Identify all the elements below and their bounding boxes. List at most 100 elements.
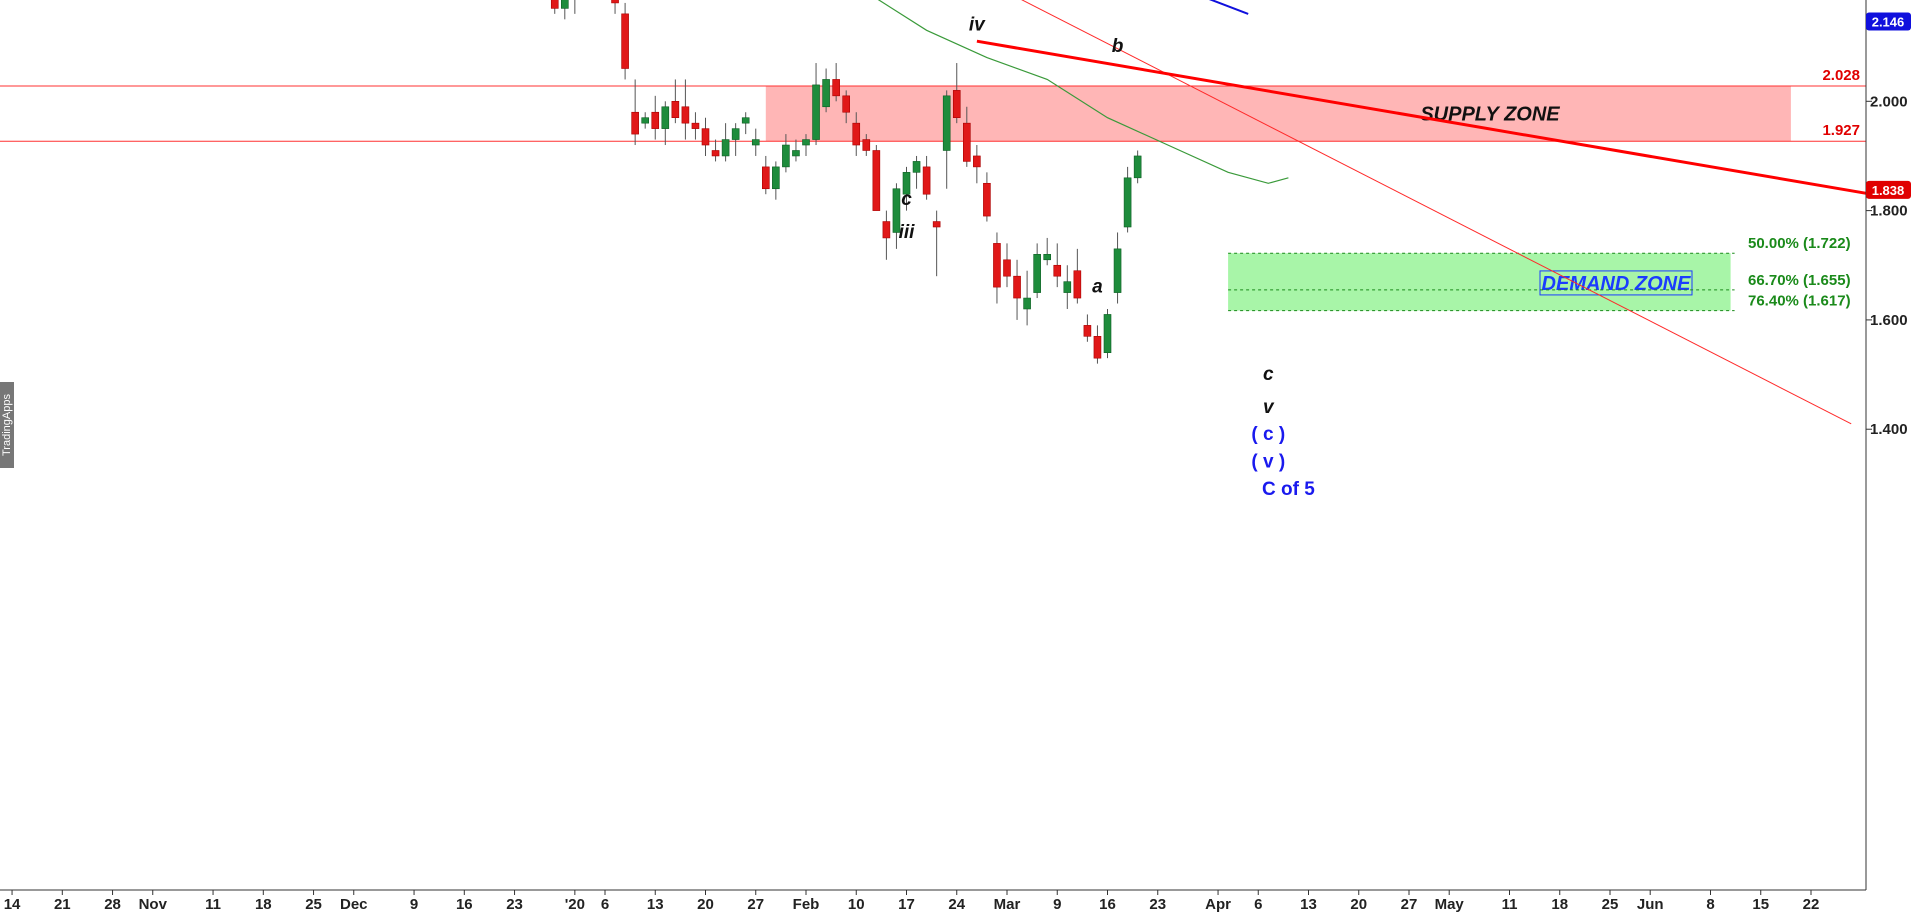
candle-body	[751, 139, 760, 146]
candle-body	[651, 111, 660, 129]
candle-body	[1093, 336, 1102, 359]
brand-tag: TradingApps	[0, 382, 14, 468]
candle	[812, 63, 820, 146]
candle	[1123, 166, 1132, 233]
candle	[701, 117, 710, 156]
wave-label: v	[1263, 397, 1275, 418]
candle	[952, 63, 961, 124]
x-tick-label: 25	[1602, 896, 1619, 913]
candle-body	[782, 144, 790, 168]
candle-body	[822, 79, 830, 108]
candle-body	[902, 172, 911, 195]
candle-body	[983, 182, 991, 217]
x-tick-label: 17	[898, 896, 915, 913]
wave-label: b	[1112, 36, 1124, 57]
candle	[731, 123, 740, 156]
candle-body	[973, 155, 981, 168]
green-ma	[877, 0, 1289, 184]
candle-body	[1133, 155, 1142, 179]
x-tick-label: 16	[456, 896, 473, 913]
time-axis: 14 21 28 Nov 11 18 25 Dec 9 16 23 '20 6 13 20 27 Feb 10 17…	[0, 889, 1866, 913]
y-tick-label: 2.000	[1870, 93, 1908, 110]
x-tick-label: 23	[506, 896, 523, 913]
x-tick-label: 13	[1300, 896, 1317, 913]
candle	[1013, 259, 1021, 320]
x-tick-label: Apr	[1205, 896, 1231, 913]
candle	[912, 155, 921, 189]
candle-body	[681, 106, 690, 124]
demand-zone-label: DEMAND ZONE	[1542, 273, 1692, 295]
candle-body	[1053, 264, 1062, 277]
x-tick-label: 16	[1099, 896, 1116, 913]
candle-body	[1083, 325, 1092, 337]
x-tick-label: May	[1435, 896, 1465, 913]
candle-body	[1043, 254, 1051, 261]
candle-body	[641, 117, 650, 124]
x-tick-label: 20	[1350, 896, 1367, 913]
price-axis: 1.4001.6001.8002.0002.2002.4002.6002.800…	[1865, 0, 1911, 890]
candle	[942, 90, 951, 189]
candle-body	[550, 0, 559, 9]
candle	[741, 112, 750, 135]
candle	[1043, 237, 1051, 266]
x-tick-label: 13	[647, 896, 664, 913]
wave-label: a	[1092, 277, 1103, 298]
x-tick-label: 22	[1803, 896, 1820, 913]
candle	[711, 139, 720, 162]
x-tick-label: 21	[54, 896, 71, 913]
candle-body	[1103, 314, 1112, 354]
x-tick-label: 6	[1254, 896, 1262, 913]
candle-body	[731, 128, 740, 140]
candle-body	[691, 122, 700, 129]
indicator-lines-layer	[877, 0, 1872, 425]
y-tick-label: 1.600	[1870, 312, 1908, 329]
candle	[1063, 265, 1072, 309]
candle	[772, 161, 780, 200]
candle-body	[772, 166, 780, 190]
candle-body	[862, 139, 871, 151]
red-trendline-bold	[976, 39, 1872, 196]
candle-body	[631, 111, 639, 135]
supply-bottom-label: 1.927	[1822, 122, 1860, 139]
candle	[832, 63, 840, 102]
candle	[1053, 243, 1062, 288]
x-tick-label: Feb	[793, 896, 820, 913]
x-tick-label: 18	[1551, 896, 1568, 913]
candle	[842, 90, 851, 124]
x-tick-label: 9	[1053, 896, 1061, 913]
candle-body	[812, 84, 820, 140]
candle-body	[621, 13, 629, 69]
candle	[782, 134, 790, 173]
candle-body	[661, 106, 670, 129]
x-tick-label: 24	[948, 896, 965, 913]
wave-label: c	[1263, 364, 1274, 385]
wave-label: ( c )	[1251, 424, 1285, 445]
x-tick-label: 6	[601, 896, 609, 913]
candle-body	[1013, 275, 1021, 299]
candle-body	[892, 188, 901, 233]
candle-body	[832, 79, 840, 97]
candle-body	[611, 0, 619, 4]
candle	[761, 155, 770, 195]
wave-label: iii	[899, 222, 916, 243]
trendline-badge-label: 1.838	[1872, 183, 1905, 198]
demand-zone-label-box	[1539, 270, 1693, 296]
candle	[550, 0, 559, 14]
candle	[621, 2, 629, 80]
candle-body	[962, 122, 971, 162]
candle	[902, 166, 911, 211]
candle-body	[761, 166, 770, 190]
candle-body	[1023, 297, 1031, 310]
candle	[993, 232, 1001, 304]
candle-body	[711, 150, 720, 157]
x-tick-label: 11	[205, 896, 221, 913]
candle	[932, 210, 941, 277]
candle-body	[932, 221, 941, 228]
candle	[560, 0, 569, 20]
candle	[651, 95, 660, 140]
x-tick-label: 18	[255, 896, 272, 913]
candle	[611, 0, 619, 14]
candle	[872, 145, 881, 211]
candle-body	[741, 117, 750, 124]
